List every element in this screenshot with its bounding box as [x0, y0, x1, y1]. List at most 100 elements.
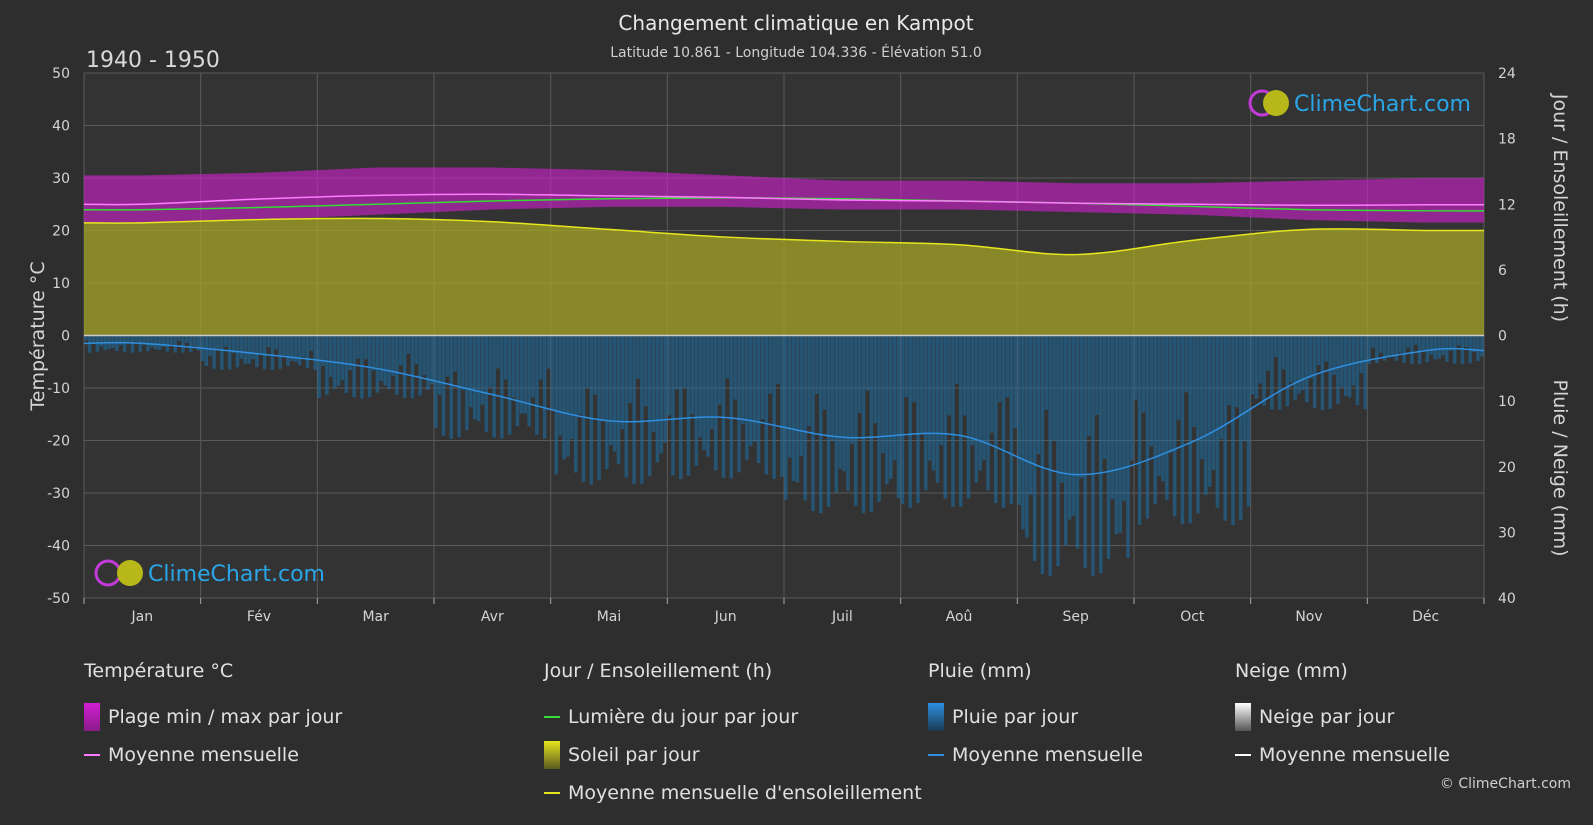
rain-bar — [1184, 335, 1189, 393]
rain-bar — [725, 335, 730, 379]
rain-bar — [282, 335, 286, 356]
legend-item-snow-mean: Moyenne mensuelle — [1235, 736, 1450, 774]
axes: 50 40 30 20 10 0 -10 -20 -30 -40 -50 24 18 12 6 0 10 20 30… — [47, 66, 1516, 625]
rain-bar — [854, 335, 858, 506]
rain-bar — [527, 335, 531, 427]
rain-bar — [181, 335, 185, 353]
month-tick-label: Fév — [247, 609, 271, 625]
rain-bar — [1421, 335, 1426, 350]
temp-mean-swatch-icon — [84, 754, 100, 756]
rain-bar — [1087, 335, 1091, 436]
right-top-tick-label: 0 — [1498, 329, 1507, 345]
rain-bar — [966, 335, 971, 499]
logo-globe-icon — [1263, 90, 1289, 116]
rain-bar — [414, 335, 419, 365]
rain-bar — [924, 335, 928, 491]
rain-bar — [939, 335, 944, 445]
rain-bar — [1099, 335, 1103, 574]
rain-bar — [523, 335, 527, 414]
rain-bar — [1021, 335, 1025, 530]
rain-bar — [1029, 335, 1033, 495]
rain-bar — [1289, 335, 1294, 383]
rain-bar — [1141, 335, 1146, 413]
rain-bar — [612, 335, 617, 452]
rain-bar — [877, 335, 881, 502]
rain-bar — [795, 335, 800, 483]
rain-bar — [1437, 335, 1441, 359]
rain-bar — [1056, 335, 1060, 567]
rain-bar — [1414, 335, 1418, 345]
rain-bar — [1200, 335, 1204, 460]
rain-bar — [550, 335, 555, 411]
rain-bar — [519, 335, 524, 414]
rain-bar — [1301, 335, 1305, 391]
rain-bar — [1371, 335, 1375, 348]
rain-bar — [881, 335, 885, 454]
rain-bar — [1013, 335, 1017, 429]
rain-bar — [772, 335, 776, 479]
rain-bar — [220, 335, 224, 370]
left-axis-title: Température °C — [27, 261, 49, 411]
brand-name-bottom: ClimeChart.com — [148, 562, 325, 587]
sunshine-fill — [84, 218, 1484, 336]
rain-bar — [717, 335, 722, 405]
rain-bar — [1211, 335, 1216, 470]
rain-bar — [177, 335, 181, 341]
rain-bar — [402, 335, 407, 399]
rain-bar — [865, 335, 870, 391]
rain-bar — [1336, 335, 1340, 404]
rain-bar — [574, 335, 578, 473]
rain-bar — [1110, 335, 1115, 500]
rain-bar — [290, 335, 294, 362]
rain-bar — [84, 335, 88, 341]
rain-bar — [838, 335, 842, 469]
rain-bar — [340, 335, 345, 381]
rain-bar — [1433, 335, 1437, 360]
rain-bar — [150, 335, 154, 348]
left-tick-label: 20 — [52, 224, 70, 240]
rain-bar — [780, 335, 784, 477]
rain-bar — [243, 335, 247, 364]
rain-bar — [593, 335, 597, 395]
rain-bar — [1040, 335, 1045, 575]
right-bottom-tick-label: 40 — [1498, 591, 1516, 607]
rain-bar — [387, 335, 391, 390]
rain-bar — [597, 335, 601, 481]
rain-bar — [274, 335, 279, 350]
rain-bar — [671, 335, 675, 476]
rain-bar — [1285, 335, 1290, 407]
rain-bar — [1382, 335, 1387, 361]
rain-bar — [959, 335, 963, 507]
rain-bar — [943, 335, 947, 499]
rain-bar — [278, 335, 282, 369]
rain-bar — [1134, 335, 1138, 400]
rain-bar — [1176, 335, 1181, 420]
legend-label: Moyenne mensuelle d'ensoleillement — [568, 782, 922, 804]
rain-bar — [1130, 335, 1134, 461]
rain-bar — [667, 335, 671, 416]
right-bottom-tick-label: 20 — [1498, 460, 1516, 476]
rain-bar — [231, 335, 236, 354]
rain-bar — [1258, 335, 1262, 384]
rain-bar — [651, 335, 656, 432]
rain-bar — [873, 335, 877, 424]
rain-bar — [216, 335, 220, 350]
period-label: 1940 - 1950 — [86, 48, 220, 73]
rain-bar — [325, 335, 329, 395]
rain-bar — [986, 335, 990, 491]
rain-bar — [1390, 335, 1395, 358]
rain-bar — [480, 335, 485, 405]
rain-bar — [1052, 335, 1056, 441]
rain-bar — [1472, 335, 1476, 353]
rain-bar — [515, 335, 520, 427]
rain-bar — [803, 335, 807, 501]
snow-mean-swatch-icon — [1235, 754, 1251, 756]
rain-bar — [1386, 335, 1391, 358]
rain-bar — [1274, 335, 1278, 358]
rain-bar — [469, 335, 473, 408]
rain-bar — [857, 335, 862, 413]
rain-bar — [1153, 335, 1157, 504]
rain-bar — [1464, 335, 1469, 347]
right-top-tick-label: 18 — [1498, 132, 1516, 148]
rain-bar — [1060, 335, 1064, 483]
